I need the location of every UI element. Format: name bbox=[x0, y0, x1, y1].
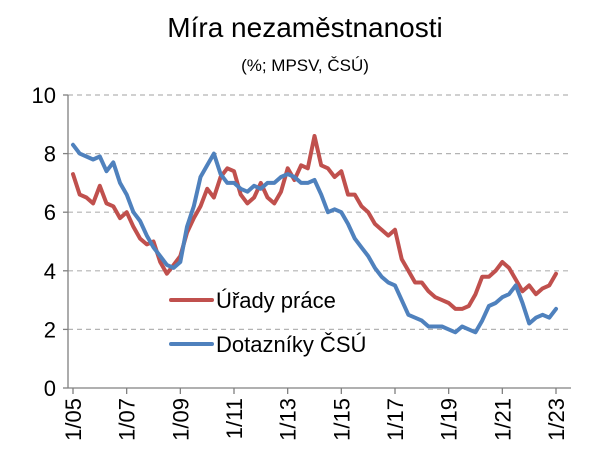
x-tick-label: 1/21 bbox=[490, 398, 515, 441]
y-tick-label: 8 bbox=[44, 142, 56, 167]
x-tick-label: 1/17 bbox=[383, 398, 408, 441]
y-tick-label: 6 bbox=[44, 200, 56, 225]
y-tick-label: 2 bbox=[44, 317, 56, 342]
legend-label: Úřady práce bbox=[216, 288, 336, 313]
gridlines bbox=[68, 94, 571, 330]
x-tick-label: 1/23 bbox=[544, 398, 569, 441]
chart-title: Míra nezaměstnanosti bbox=[167, 12, 442, 43]
x-tick-label: 1/09 bbox=[168, 398, 193, 441]
axes bbox=[63, 94, 571, 394]
chart-subtitle: (%; MPSV, ČSÚ) bbox=[241, 56, 369, 75]
series-line-0 bbox=[71, 134, 558, 311]
x-tick-labels: 1/05 1/07 1/09 1/11 1/13 1/15 1/17 1/19 1/21 1/23 bbox=[61, 398, 569, 441]
x-tick-label: 1/19 bbox=[437, 398, 462, 441]
y-tick-label: 10 bbox=[32, 83, 56, 108]
x-tick-label: 1/11 bbox=[222, 398, 247, 439]
x-tick-label: 1/15 bbox=[329, 398, 354, 441]
y-tick-label: 4 bbox=[44, 259, 56, 284]
y-tick-label: 0 bbox=[44, 376, 56, 401]
legend: Úřady práce Dotazníky ČSÚ bbox=[169, 288, 366, 357]
legend-label: Dotazníky ČSÚ bbox=[216, 332, 366, 357]
y-tick-labels: 0 2 4 6 8 10 bbox=[32, 83, 56, 401]
x-tick-label: 1/07 bbox=[115, 398, 140, 441]
series-lines bbox=[71, 134, 558, 335]
x-tick-label: 1/05 bbox=[61, 398, 86, 441]
series-line-1 bbox=[71, 142, 558, 335]
x-tick-label: 1/13 bbox=[276, 398, 301, 441]
